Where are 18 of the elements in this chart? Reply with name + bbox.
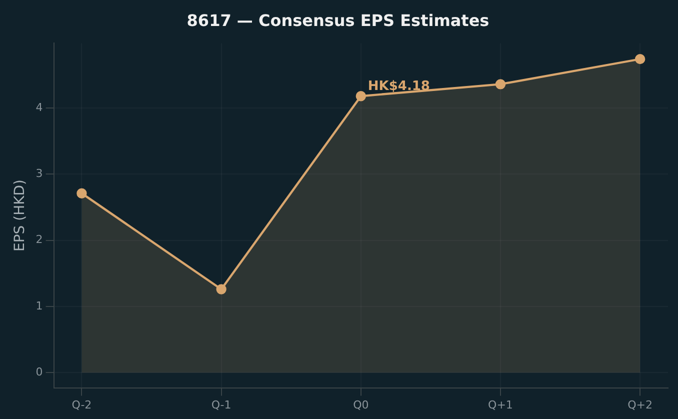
x-tick-label: Q0 <box>353 398 369 412</box>
point <box>634 54 646 64</box>
x-tick-label: Q-1 <box>211 398 232 412</box>
x-tick-label: Q+1 <box>488 398 513 412</box>
chart-title: 8617 — Consensus EPS Estimates <box>186 10 490 30</box>
y-tick-label: 0 <box>36 365 43 378</box>
y-tick-label: 2 <box>36 233 43 246</box>
x-tick-label: Q+2 <box>628 398 653 412</box>
y-tick-label: 3 <box>36 167 43 180</box>
x-tick-label: Q-2 <box>72 398 92 412</box>
y-axis-title: EPS (HKD) <box>12 179 28 252</box>
point <box>356 91 366 102</box>
point <box>216 284 226 294</box>
point <box>76 188 87 198</box>
y-tick-label: 4 <box>36 100 43 114</box>
annotation: HK$4.18 <box>368 78 430 94</box>
point <box>495 79 506 90</box>
y-tick-label: 1 <box>36 299 43 312</box>
